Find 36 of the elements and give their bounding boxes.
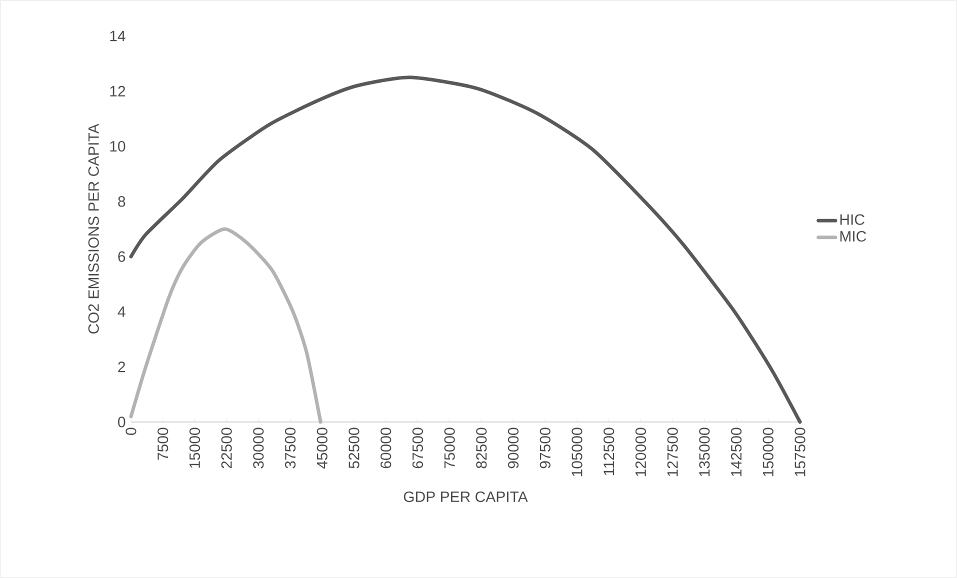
x-tick-label: 7500 [158,428,168,460]
legend-label: HIC [840,214,864,225]
x-axis-title: GDP PER CAPITA [404,491,528,502]
x-tick-label: 142500 [730,428,742,476]
line-series [129,227,322,424]
y-axis-title: CO2 EMISSIONS PER CAPITA [88,124,99,334]
x-tick-label: 135000 [699,428,710,476]
y-tick-label: 12 [110,86,126,96]
y-tick-label: 6 [118,251,126,262]
line-series [129,76,802,424]
x-tick-label: 150000 [762,428,774,476]
x-tick-label: 52500 [348,428,360,468]
x-tick-label: 15000 [189,428,200,468]
y-tick-label: 8 [118,196,126,207]
x-tick-label: 45000 [316,428,328,469]
x-tick-label: 0 [126,428,136,435]
x-tick-label: 120000 [635,428,646,476]
x-tick-label: 82500 [476,428,487,468]
y-tick-label: 4 [118,306,126,317]
x-tick-label: 157500 [794,428,806,476]
y-tick-label: 2 [118,362,126,372]
x-tick-label: 30000 [253,428,264,468]
x-tick-label: 112500 [604,428,614,475]
x-tick-label: 67500 [412,428,424,468]
x-tick-label: 127500 [667,428,678,476]
x-tick-label: 105000 [572,428,582,476]
x-tick-label: 22500 [221,428,232,468]
y-tick-label: 0 [118,416,126,428]
y-tick-label: 10 [110,140,126,152]
x-tick-label: 97500 [540,428,550,468]
legend-label: MIC [840,230,866,242]
x-tick-label: 90000 [508,428,519,468]
y-tick-label: 14 [110,30,126,42]
x-tick-label: 75000 [444,428,455,468]
x-tick-label: 37500 [284,428,296,468]
x-tick-label: 60000 [380,428,392,468]
